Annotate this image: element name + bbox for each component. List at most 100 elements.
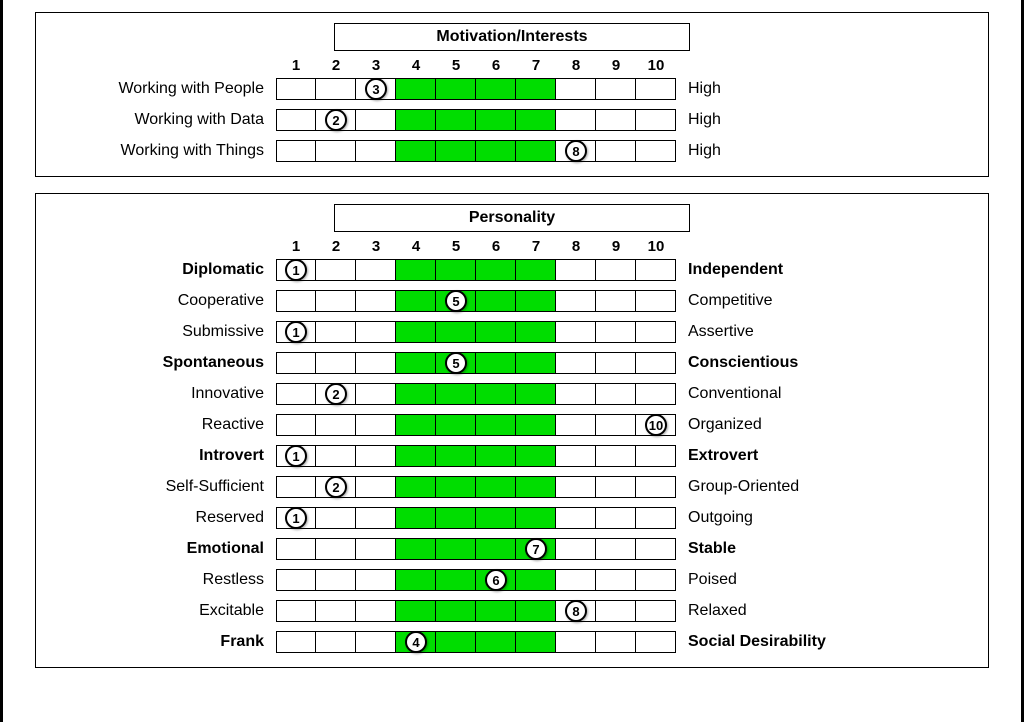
right-label: Stable: [676, 540, 896, 558]
scale-cell: [636, 259, 676, 281]
scale-cell: [636, 290, 676, 312]
scale-bar: 8: [276, 140, 676, 162]
scale-cell: [316, 631, 356, 653]
scale-number: 2: [316, 238, 356, 255]
scale-cell: [516, 631, 556, 653]
scale-cell: [596, 78, 636, 100]
scale-cell: [396, 109, 436, 131]
scale-cell: [596, 140, 636, 162]
scale-cell: [436, 414, 476, 436]
score-marker: 1: [285, 507, 307, 529]
scale-cell: [476, 259, 516, 281]
assessment-page: Motivation/Interests 12345678910 Working…: [0, 0, 1024, 722]
scale-cell: [436, 140, 476, 162]
scale-cell: [636, 538, 676, 560]
scale-cell: [316, 321, 356, 343]
scale-bar: 4: [276, 631, 676, 653]
scale-bar: 10: [276, 414, 676, 436]
scale-cell: [436, 538, 476, 560]
scale-cell: [436, 600, 476, 622]
left-label: Cooperative: [56, 292, 276, 310]
scale-cell: [276, 600, 316, 622]
scale-number: 8: [556, 238, 596, 255]
scale-cell: [516, 569, 556, 591]
scale-cell: [556, 476, 596, 498]
left-label: Reactive: [56, 416, 276, 434]
scale-cell: [476, 414, 516, 436]
scale-cell: [516, 352, 556, 374]
scale-cell: [596, 445, 636, 467]
scale-cell: [436, 383, 476, 405]
scale-number: 9: [596, 238, 636, 255]
scale-cell: [276, 290, 316, 312]
scale-cell: [636, 78, 676, 100]
scale-cell: [516, 290, 556, 312]
scale-cell: [596, 569, 636, 591]
scale-cell: [356, 140, 396, 162]
scale-cell: [516, 140, 556, 162]
scale-cell: [516, 321, 556, 343]
scale-cell: [356, 569, 396, 591]
scale-cell: [556, 631, 596, 653]
scale-cell: [516, 109, 556, 131]
scale-cell: [516, 259, 556, 281]
scale-cell: [596, 538, 636, 560]
scale-numbers: 12345678910: [276, 57, 676, 74]
scale-cell: [436, 109, 476, 131]
scale-cells: [276, 600, 676, 622]
right-label: Relaxed: [676, 602, 896, 620]
scale-cell: [316, 259, 356, 281]
scale-row: Cooperative5Competitive: [56, 290, 968, 312]
scale-cell: [516, 445, 556, 467]
scale-cell: [356, 290, 396, 312]
scale-number: 3: [356, 57, 396, 74]
scale-cell: [596, 600, 636, 622]
scale-cell: [556, 445, 596, 467]
scale-number: 10: [636, 238, 676, 255]
scale-cell: [476, 109, 516, 131]
scale-cells: [276, 290, 676, 312]
score-marker: 4: [405, 631, 427, 653]
scale-cell: [636, 383, 676, 405]
scale-cell: [396, 569, 436, 591]
scale-cell: [596, 414, 636, 436]
scale-cell: [596, 507, 636, 529]
scale-cell: [476, 383, 516, 405]
scale-cell: [516, 78, 556, 100]
score-marker: 7: [525, 538, 547, 560]
scale-cell: [556, 78, 596, 100]
left-label: Restless: [56, 571, 276, 589]
scale-cell: [556, 109, 596, 131]
motivation-scale-header: 12345678910: [56, 57, 968, 78]
scale-number: 6: [476, 57, 516, 74]
scale-cell: [396, 352, 436, 374]
scale-cell: [316, 414, 356, 436]
scale-cell: [356, 109, 396, 131]
left-label: Working with Data: [56, 111, 276, 129]
scale-cell: [596, 631, 636, 653]
left-label: Reserved: [56, 509, 276, 527]
scale-cell: [316, 600, 356, 622]
scale-cell: [476, 631, 516, 653]
scale-cell: [316, 569, 356, 591]
scale-cell: [276, 538, 316, 560]
score-marker: 10: [645, 414, 667, 436]
scale-row: Restless6Poised: [56, 569, 968, 591]
score-marker: 1: [285, 445, 307, 467]
scale-cells: [276, 78, 676, 100]
scale-cell: [356, 600, 396, 622]
scale-cell: [516, 476, 556, 498]
personality-rows: Diplomatic1IndependentCooperative5Compet…: [56, 259, 968, 653]
personality-scale-header: 12345678910: [56, 238, 968, 259]
scale-number: 5: [436, 57, 476, 74]
scale-bar: 5: [276, 352, 676, 374]
scale-cell: [436, 321, 476, 343]
scale-cell: [636, 352, 676, 374]
scale-row: Working with Things8High: [56, 140, 968, 162]
left-label: Submissive: [56, 323, 276, 341]
scale-cell: [396, 383, 436, 405]
score-marker: 8: [565, 600, 587, 622]
right-label: Conventional: [676, 385, 896, 403]
right-label: Assertive: [676, 323, 896, 341]
left-label: Innovative: [56, 385, 276, 403]
